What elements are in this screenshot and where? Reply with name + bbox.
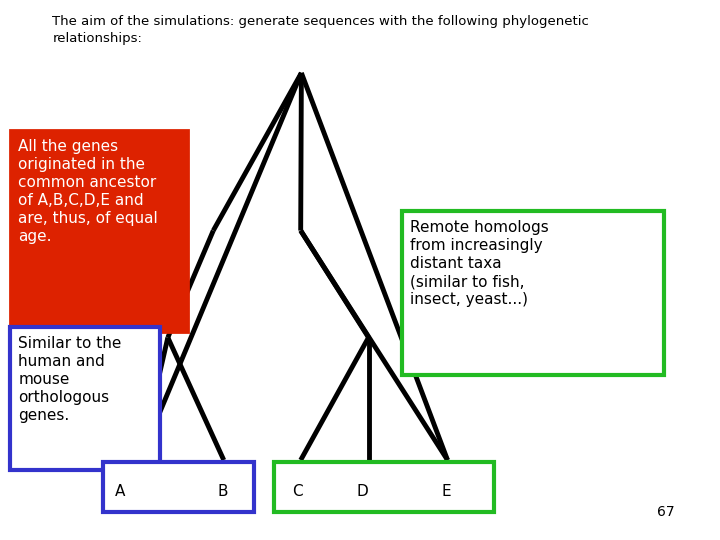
Text: Similar to the
human and
mouse
orthologous
genes.: Similar to the human and mouse orthologo…: [18, 336, 122, 423]
FancyBboxPatch shape: [10, 327, 160, 470]
FancyBboxPatch shape: [10, 130, 188, 332]
FancyBboxPatch shape: [104, 462, 254, 512]
Text: C: C: [292, 484, 302, 500]
Text: E: E: [441, 484, 451, 500]
Text: A: A: [115, 484, 125, 500]
Text: Remote homologs
from increasingly
distant taxa
(similar to fish,
insect, yeast..: Remote homologs from increasingly distan…: [410, 220, 549, 307]
FancyBboxPatch shape: [402, 211, 665, 375]
Text: The aim of the simulations: generate sequences with the following phylogenetic
r: The aim of the simulations: generate seq…: [53, 15, 590, 45]
FancyBboxPatch shape: [274, 462, 495, 512]
Text: All the genes
originated in the
common ancestor
of A,B,C,D,E and
are, thus, of e: All the genes originated in the common a…: [18, 139, 158, 244]
Text: 67: 67: [657, 505, 675, 519]
Text: B: B: [217, 484, 228, 500]
Text: D: D: [356, 484, 368, 500]
